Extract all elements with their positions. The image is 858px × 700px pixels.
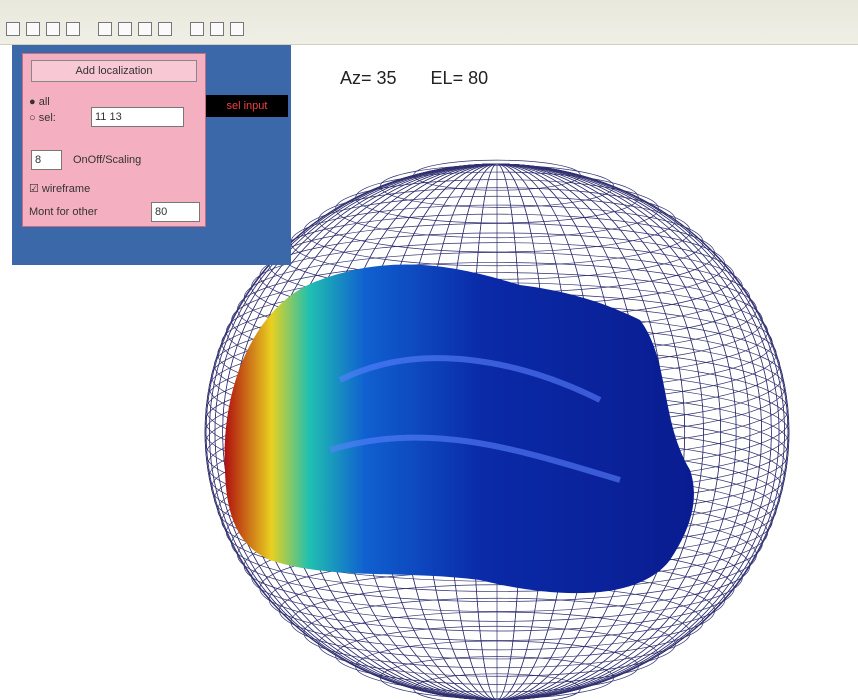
wire-line [303, 597, 691, 669]
radio-sel[interactable]: ○ sel: [29, 112, 56, 124]
other-label: Mont for other [29, 206, 98, 218]
wire-line [355, 171, 639, 224]
add-localization-button[interactable]: Add localization [31, 60, 197, 82]
wireframe-label: wireframe [41, 183, 91, 195]
panel-box: Add localization ● all ○ sel: 11 13 8 On… [22, 53, 206, 227]
wire-line [379, 164, 615, 208]
surface-blob [224, 264, 694, 594]
wire-line [318, 187, 676, 253]
wire-line [413, 159, 581, 191]
sel-input[interactable]: 11 13 [91, 107, 184, 127]
wire-line [303, 195, 691, 267]
tool-save[interactable] [46, 22, 60, 36]
tool-print[interactable] [66, 22, 80, 36]
toggle-button[interactable]: OnOff/Scaling [73, 154, 142, 166]
number-input[interactable]: 8 [31, 150, 62, 170]
wire-line [335, 625, 659, 685]
toolbar [0, 0, 858, 45]
tool-arrow[interactable] [138, 22, 152, 36]
elevation-label: EL= 80 [430, 68, 489, 88]
tool-text[interactable] [118, 22, 132, 36]
wireframe-checkbox[interactable]: ☑ wireframe [29, 183, 91, 195]
wire-line [290, 584, 704, 660]
sel-input-button[interactable]: sel input [206, 95, 288, 117]
radio-all[interactable]: ● all [29, 96, 50, 108]
wire-line [335, 179, 659, 239]
tool-select[interactable] [98, 22, 112, 36]
tool-zoom-out[interactable] [210, 22, 224, 36]
wire-line [379, 656, 615, 700]
tool-open[interactable] [26, 22, 40, 36]
wire-line [355, 640, 639, 693]
radio-sel-label: sel: [38, 112, 56, 124]
tool-zoom-in[interactable] [190, 22, 204, 36]
view-angles: Az= 35 EL= 80 [340, 68, 522, 89]
control-panel: Add localization ● all ○ sel: 11 13 8 On… [12, 45, 291, 265]
tool-new[interactable] [6, 22, 20, 36]
other-input[interactable]: 80 [151, 202, 200, 222]
azimuth-label: Az= 35 [340, 68, 397, 88]
wire-line [413, 673, 581, 700]
radio-all-label: all [38, 96, 50, 108]
wire-line [318, 611, 676, 677]
tool-line[interactable] [158, 22, 172, 36]
tool-rotate[interactable] [230, 22, 244, 36]
surface-fold [329, 355, 621, 483]
